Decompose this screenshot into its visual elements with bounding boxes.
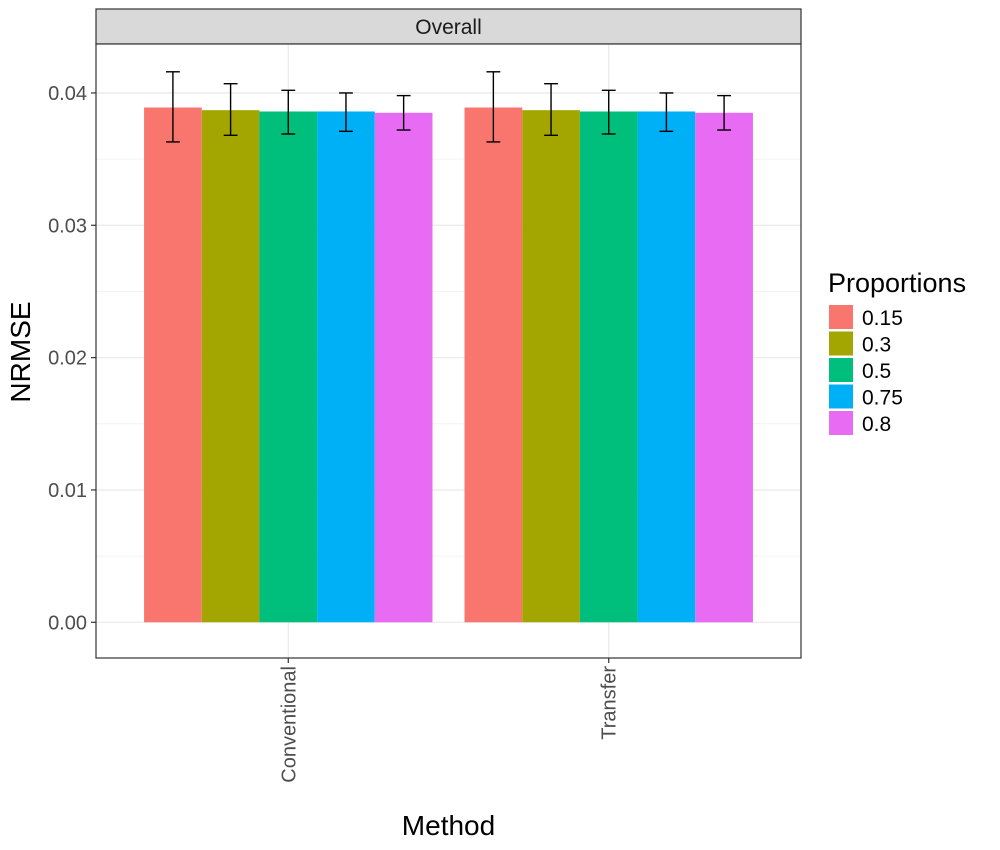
bar (374, 112, 433, 623)
bar (201, 110, 260, 623)
bar (464, 107, 523, 623)
bar (637, 111, 696, 623)
legend-label: 0.8 (862, 413, 891, 436)
bar (522, 110, 580, 623)
legend-label: 0.5 (862, 360, 891, 383)
y-tick-label: 0.02 (48, 348, 87, 370)
x-tick-label: Conventional (278, 666, 300, 783)
y-tick-label: 0.00 (48, 612, 87, 634)
legend: Proportions 0.15 0.3 0.5 0.75 0.8 (828, 268, 966, 436)
panel-border (95, 43, 802, 659)
y-tick-label: 0.03 (48, 215, 87, 237)
error-bars (165, 71, 732, 143)
bar (579, 111, 638, 623)
bar (317, 111, 375, 623)
legend-key (829, 305, 853, 329)
x-tick-label: Transfer (599, 666, 621, 740)
legend-key (829, 331, 853, 356)
facet-title: Overall (415, 16, 482, 39)
legend-label: 0.15 (862, 307, 903, 330)
legend-key (829, 411, 853, 435)
x-axis-title: Method (402, 810, 495, 841)
y-tick-label: 0.04 (48, 83, 87, 105)
legend-items: 0.15 0.3 0.5 0.75 0.8 (829, 305, 903, 436)
bar (144, 107, 202, 623)
legend-key (829, 384, 853, 409)
legend-label: 0.3 (862, 334, 891, 357)
legend-key (829, 358, 853, 382)
facet-strip (95, 8, 802, 45)
bar (695, 112, 753, 623)
legend-label: 0.75 (862, 387, 903, 410)
y-axis: 0.00 0.01 0.02 0.03 0.04 (48, 83, 96, 634)
bars (144, 107, 753, 623)
legend-title: Proportions (828, 268, 966, 298)
y-axis-title: NRMSE (5, 301, 36, 402)
x-axis: Conventional Transfer (278, 658, 621, 783)
y-tick-label: 0.01 (48, 480, 87, 502)
bar (259, 111, 318, 623)
